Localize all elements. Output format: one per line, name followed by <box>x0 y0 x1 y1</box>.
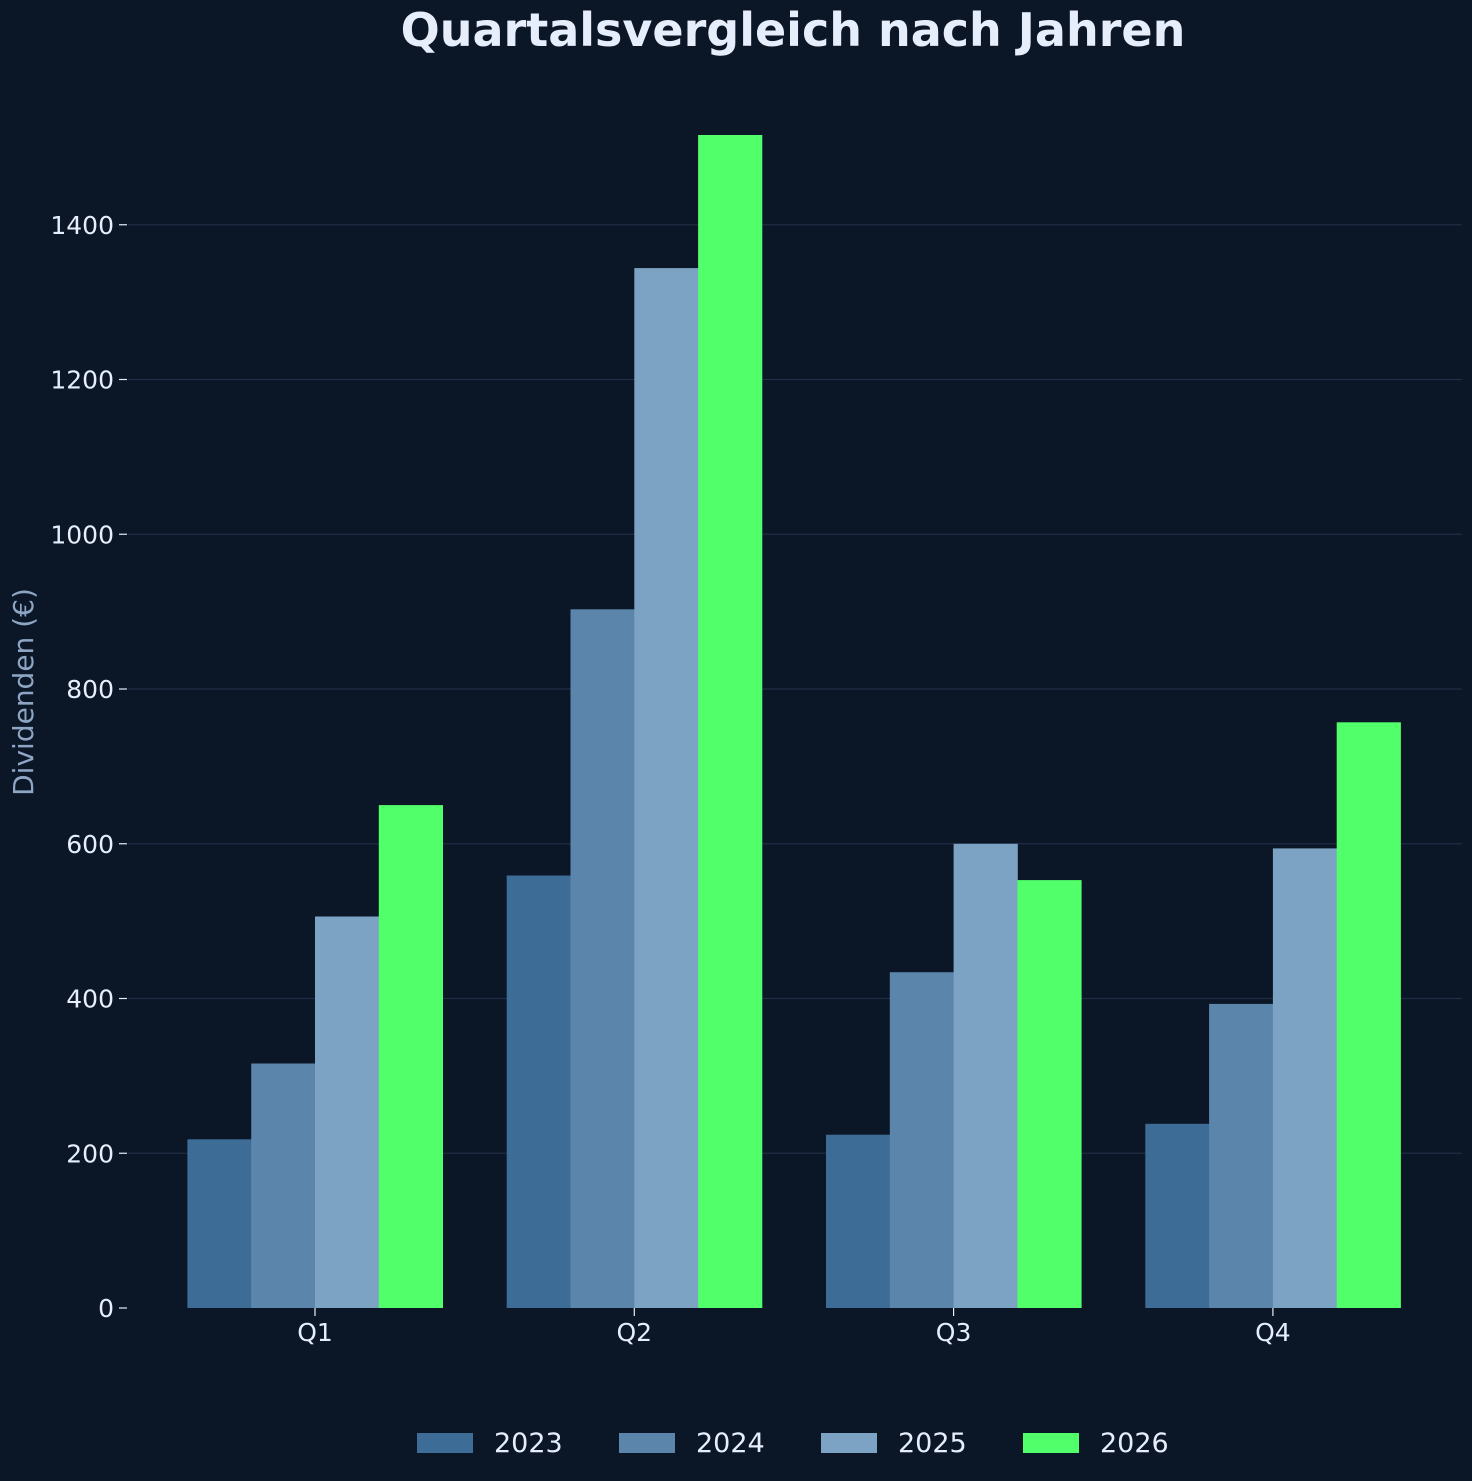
y-axis-label: Dividenden (€) <box>7 588 40 796</box>
bar-q2-2025 <box>634 268 699 1309</box>
bar-q2-2023 <box>506 875 571 1308</box>
legend-label: 2026 <box>1100 1428 1169 1459</box>
y-tick-label: 1200 <box>50 366 114 395</box>
y-tick-label: 1000 <box>50 520 114 549</box>
legend-label: 2023 <box>494 1428 563 1459</box>
bar-q3-2024 <box>889 972 954 1308</box>
bar-q4-2026 <box>1336 722 1401 1308</box>
bar-q2-2024 <box>570 609 635 1308</box>
legend-item-2023[interactable]: 2023 <box>417 1428 563 1459</box>
legend-swatch <box>417 1433 473 1453</box>
x-tick-label: Q4 <box>1255 1318 1291 1347</box>
legend-item-2026[interactable]: 2026 <box>1023 1428 1169 1459</box>
legend-swatch <box>1023 1433 1079 1453</box>
bar-q4-2023 <box>1145 1123 1210 1308</box>
bar-q4-2025 <box>1272 848 1338 1308</box>
bar-q3-2025 <box>953 843 1018 1308</box>
x-tick-label: Q3 <box>936 1318 972 1347</box>
y-axis: 0 200 400 600 800 1000 1200 1400 <box>50 211 127 1323</box>
legend-label: 2025 <box>898 1428 967 1459</box>
bar-q1-2026 <box>378 805 443 1308</box>
x-axis: Q1 Q2 Q3 Q4 <box>297 1308 1291 1347</box>
y-tick-label: 200 <box>66 1139 114 1168</box>
bar-q3-2026 <box>1017 880 1082 1308</box>
y-tick-label: 0 <box>98 1294 114 1323</box>
bar-q3-2023 <box>826 1134 891 1308</box>
bar-q1-2023 <box>187 1139 252 1308</box>
legend-swatch <box>821 1433 877 1453</box>
legend[interactable]: 2023 2024 2025 2026 <box>417 1428 1169 1459</box>
legend-label: 2024 <box>696 1428 765 1459</box>
y-tick-label: 400 <box>66 985 114 1014</box>
legend-swatch <box>619 1433 675 1453</box>
x-tick-label: Q1 <box>297 1318 333 1347</box>
bars <box>187 135 1401 1309</box>
bar-q1-2024 <box>251 1063 316 1308</box>
bar-q4-2024 <box>1209 1003 1274 1308</box>
y-tick-label: 800 <box>66 675 114 704</box>
bar-q2-2026 <box>698 135 763 1308</box>
y-tick-label: 600 <box>66 830 114 859</box>
legend-item-2024[interactable]: 2024 <box>619 1428 765 1459</box>
bar-q1-2025 <box>315 916 380 1308</box>
x-tick-label: Q2 <box>617 1318 653 1347</box>
chart-title: Quartalsvergleich nach Jahren <box>401 3 1186 57</box>
y-tick-label: 1400 <box>50 211 114 240</box>
legend-item-2025[interactable]: 2025 <box>821 1428 967 1459</box>
